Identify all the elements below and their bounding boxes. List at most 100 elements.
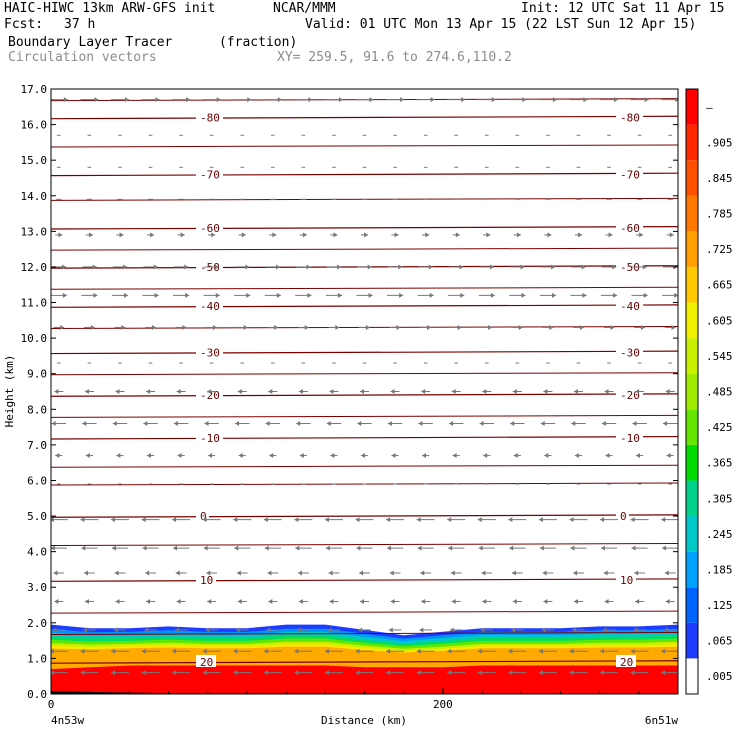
wind-arrowhead <box>85 453 90 459</box>
isotherm-label-bg <box>196 388 223 401</box>
isotherm-label: -40 <box>200 300 220 313</box>
wind-arrowhead <box>367 264 372 270</box>
wind-arrowhead <box>387 421 392 427</box>
wind-arrowhead <box>601 421 606 427</box>
wind-arrowhead <box>110 670 115 676</box>
contour-line <box>51 144 678 148</box>
wind-arrowhead <box>429 292 434 298</box>
wind-arrowhead <box>324 670 329 676</box>
wind-arrowhead <box>389 570 394 576</box>
wind-arrowhead <box>635 389 640 394</box>
colorbar-swatch <box>686 89 698 125</box>
isotherm-label-bg <box>616 299 643 312</box>
wind-arrowhead <box>631 545 636 551</box>
wind-arrowhead <box>400 97 405 103</box>
wind-arrowhead <box>422 453 427 459</box>
wind-arrowhead <box>662 421 667 427</box>
vectors-label: Circulation vectors <box>8 50 157 65</box>
wind-arrowhead <box>110 517 115 523</box>
wind-arrowhead <box>84 570 89 576</box>
wind-arrowhead <box>263 648 268 654</box>
wind-arrowhead <box>54 598 59 604</box>
wind-arrowhead <box>630 670 635 676</box>
wind-arrowhead <box>211 232 216 238</box>
wind-arrowhead <box>630 648 635 654</box>
y-tick-label: 0.0 <box>27 688 47 701</box>
wind-arrowhead <box>457 324 462 330</box>
wind-arrowhead <box>449 627 454 633</box>
wind-arrowhead <box>327 627 332 633</box>
wind-arrowhead <box>296 421 301 427</box>
wind-arrowhead <box>264 545 269 551</box>
wind-arrowhead <box>112 421 117 427</box>
wind-arrowhead <box>54 389 59 394</box>
wind-arrowhead <box>428 264 433 270</box>
wind-arrowhead <box>246 292 251 298</box>
x-tick-label: 200 <box>433 698 453 711</box>
wind-arrowhead <box>263 517 268 523</box>
isotherm-label-bg <box>196 259 223 272</box>
isotherm-label: -40 <box>620 300 640 313</box>
wind-arrowhead <box>141 648 146 654</box>
isotherm-label-bg <box>196 654 216 667</box>
wind-arrowhead <box>324 648 329 654</box>
wind-arrowhead <box>272 232 277 238</box>
wind-arrowhead <box>482 389 487 394</box>
wind-arrowhead <box>173 421 178 427</box>
wind-arrowhead <box>111 545 116 551</box>
wind-arrowhead <box>330 453 335 459</box>
wind-arrowhead <box>386 670 391 676</box>
isotherm-label-bg <box>616 573 636 586</box>
wind-arrowhead <box>81 545 86 551</box>
y-tick-label: 9.0 <box>27 368 47 381</box>
wind-arrowhead <box>233 648 238 654</box>
y-tick-label: 1.0 <box>27 652 47 665</box>
wind-arrowhead <box>58 232 63 238</box>
wind-arrowhead <box>447 648 452 654</box>
isotherm-label: -60 <box>200 222 220 235</box>
wind-arrowhead <box>51 421 56 427</box>
wind-arrowhead <box>642 264 647 270</box>
wind-arrowhead <box>205 627 210 633</box>
wind-arrowhead <box>141 670 146 676</box>
wind-arrowhead <box>233 517 238 523</box>
wind-arrowhead <box>482 598 487 604</box>
wind-arrowhead <box>182 324 187 330</box>
wind-arrowhead <box>233 670 238 676</box>
wind-arrowhead <box>491 97 496 103</box>
wind-arrowhead <box>116 453 121 459</box>
wind-arrowhead <box>175 570 180 576</box>
contour-line <box>51 632 678 635</box>
wind-arrowhead <box>510 421 515 427</box>
wind-arrowhead <box>325 545 330 551</box>
wind-arrowhead <box>357 421 362 427</box>
wind-arrowhead <box>308 97 313 103</box>
isotherm-label: -50 <box>620 261 640 274</box>
wind-arrowhead <box>664 570 669 576</box>
wind-arrowhead <box>84 389 89 394</box>
forecast-label: Fcst: <box>4 17 44 32</box>
wind-arrowhead <box>582 292 587 298</box>
wind-arrowhead <box>390 389 395 394</box>
wind-arrowhead <box>417 545 422 551</box>
wind-arrowhead <box>204 421 209 427</box>
wind-arrowhead <box>489 264 494 270</box>
wind-arrowhead <box>512 389 517 394</box>
isotherm-line <box>51 350 678 355</box>
wind-arrowhead <box>80 517 85 523</box>
wind-arrowhead <box>93 292 98 298</box>
wind-arrowhead <box>569 670 574 676</box>
colorbar-swatch <box>686 266 698 303</box>
wind-arrowhead <box>60 324 65 330</box>
wind-arrowhead <box>630 517 635 523</box>
wind-arrowhead <box>119 232 124 238</box>
colorbar-swatch <box>686 587 698 623</box>
isotherm-label: -10 <box>200 432 220 445</box>
wind-arrowhead <box>358 627 363 633</box>
wind-arrowhead <box>518 324 523 330</box>
wind-arrowhead <box>298 389 303 394</box>
wind-arrowhead <box>421 389 426 394</box>
wind-arrowhead <box>427 324 432 330</box>
wind-arrowhead <box>364 232 369 238</box>
wind-arrowhead <box>612 264 617 270</box>
